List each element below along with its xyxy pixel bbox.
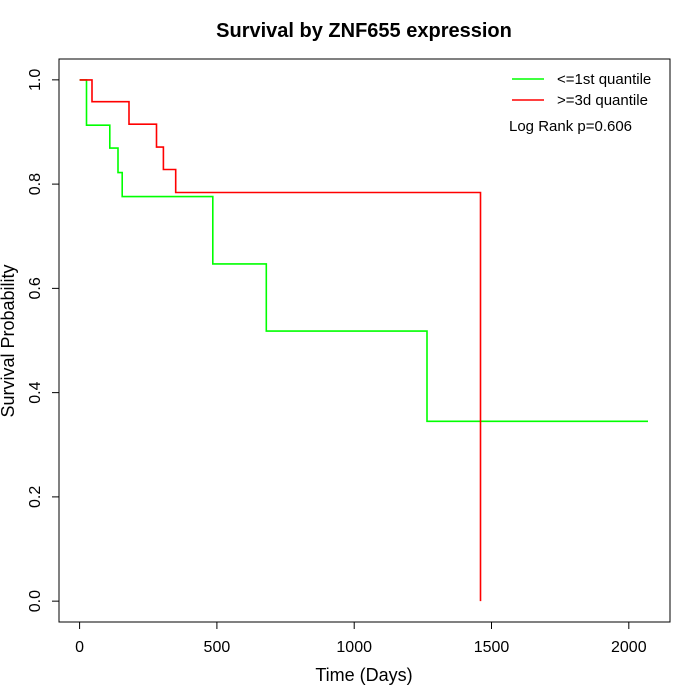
x-tick-label: 2000	[611, 639, 647, 656]
y-tick-label: 1.0	[27, 69, 44, 91]
survival-curve-low	[79, 79, 648, 423]
x-tick-label: 1500	[474, 639, 510, 656]
legend: <=1st quantile >=3d quantile	[512, 71, 651, 109]
survival-curve-high	[79, 79, 482, 602]
series-layer	[79, 79, 648, 602]
legend-label-high: >=3d quantile	[557, 92, 648, 109]
x-tick-label: 1000	[336, 639, 372, 656]
y-axis-label: Survival Probability	[0, 264, 18, 417]
x-axis: 0 500 1000 1500 2000	[75, 621, 647, 656]
y-tick-label: 0.6	[27, 277, 44, 299]
y-tick-label: 0.2	[27, 486, 44, 508]
plot-frame	[58, 58, 671, 623]
x-tick-label: 500	[204, 639, 231, 656]
y-axis: 0.0 0.2 0.4 0.6 0.8 1.0	[27, 69, 60, 612]
x-tick-label: 0	[75, 639, 84, 656]
chart-title: Survival by ZNF655 expression	[216, 20, 512, 42]
y-tick-label: 0.0	[27, 590, 44, 612]
x-axis-label: Time (Days)	[315, 665, 412, 685]
y-tick-label: 0.4	[27, 381, 44, 403]
y-tick-label: 0.8	[27, 173, 44, 195]
log-rank-annotation: Log Rank p=0.606	[509, 118, 632, 135]
legend-label-low: <=1st quantile	[557, 71, 651, 88]
